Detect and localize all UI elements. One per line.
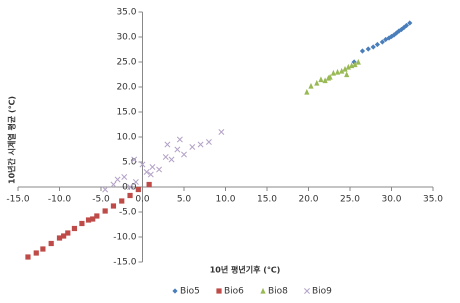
point [79,220,85,227]
point [197,141,204,148]
point [110,203,117,209]
point [121,174,128,180]
point [102,208,108,214]
point [398,26,405,33]
y-tick-label: -10.0 [113,233,137,243]
point [393,30,400,36]
point [127,192,133,199]
point [132,179,139,185]
legend-marker [172,288,178,294]
point [127,184,134,190]
point [396,28,402,34]
point [181,151,187,158]
point [339,67,345,74]
legend-label: Bio6 [224,287,244,297]
point [149,164,156,170]
point [345,63,351,70]
legend-marker [260,287,266,294]
point [344,71,350,78]
y-tick-label: 10.0 [116,133,136,143]
point [147,171,154,178]
x-tick-label: 15.0 [257,195,277,205]
point [71,225,78,232]
legend-marker [216,288,222,294]
x-tick-label: 5.0 [177,195,192,205]
legend-label: Bio5 [180,287,200,297]
y-tick-label: -15.0 [113,258,137,268]
y-tick-label: 35.0 [116,8,136,18]
point [322,77,328,84]
point [143,169,150,175]
point [25,254,31,260]
point [174,146,181,153]
x-tick-label: -10.0 [48,195,72,205]
x-tick-label: 20.0 [298,195,318,205]
point [131,156,138,163]
point [168,156,175,163]
x-tick-label: 30.0 [381,195,401,205]
point [374,41,380,48]
y-tick-label: -5.0 [119,208,137,218]
point [56,235,63,241]
point [370,44,376,50]
point [85,217,92,223]
x-tick-label: 25.0 [340,195,360,205]
x-axis-title: 10년 평년기후 (℃) [210,265,281,275]
y-tick-label: 25.0 [116,58,136,68]
legend-marker [304,288,310,294]
point [218,129,225,135]
point [119,198,125,204]
x-tick-label: 10.0 [215,195,235,205]
point [139,161,146,168]
y-tick-label: 15.0 [116,108,136,118]
point [330,69,336,76]
point [403,22,410,29]
legend-label: Bio8 [268,287,288,297]
point [352,61,358,68]
point [156,166,163,173]
point [48,240,54,247]
point [342,65,348,72]
point [318,76,324,83]
point [308,82,314,89]
point [334,68,341,75]
point [365,46,371,52]
point [162,154,169,160]
point [40,246,46,252]
point [102,186,109,193]
point [327,73,333,80]
point [189,144,196,150]
point [110,181,117,188]
point [304,88,310,95]
y-tick-label: 20.0 [116,83,136,93]
point [351,59,357,65]
x-tick-label: 35.0 [423,195,443,205]
point [355,58,361,65]
y-tick-label: 5.0 [122,158,137,168]
y-axis-title: 10년간 시계열 평균 (℃) [7,96,17,184]
point [135,186,141,193]
point [314,79,320,86]
legend-label: Bio9 [312,287,332,297]
point [90,216,96,222]
point [379,39,385,45]
point [61,233,67,239]
point [65,230,71,236]
point [164,141,171,148]
point [176,136,183,143]
point [391,32,397,38]
point [94,213,100,219]
point [205,139,212,145]
y-tick-label: 30.0 [116,33,136,43]
point [33,250,39,256]
point [407,20,413,26]
point [146,181,152,188]
point [114,176,121,183]
x-tick-label: -15.0 [6,195,30,205]
x-tick-label: -5.0 [92,195,110,205]
point [359,48,366,54]
x-tick-label: 0.0 [135,195,150,205]
